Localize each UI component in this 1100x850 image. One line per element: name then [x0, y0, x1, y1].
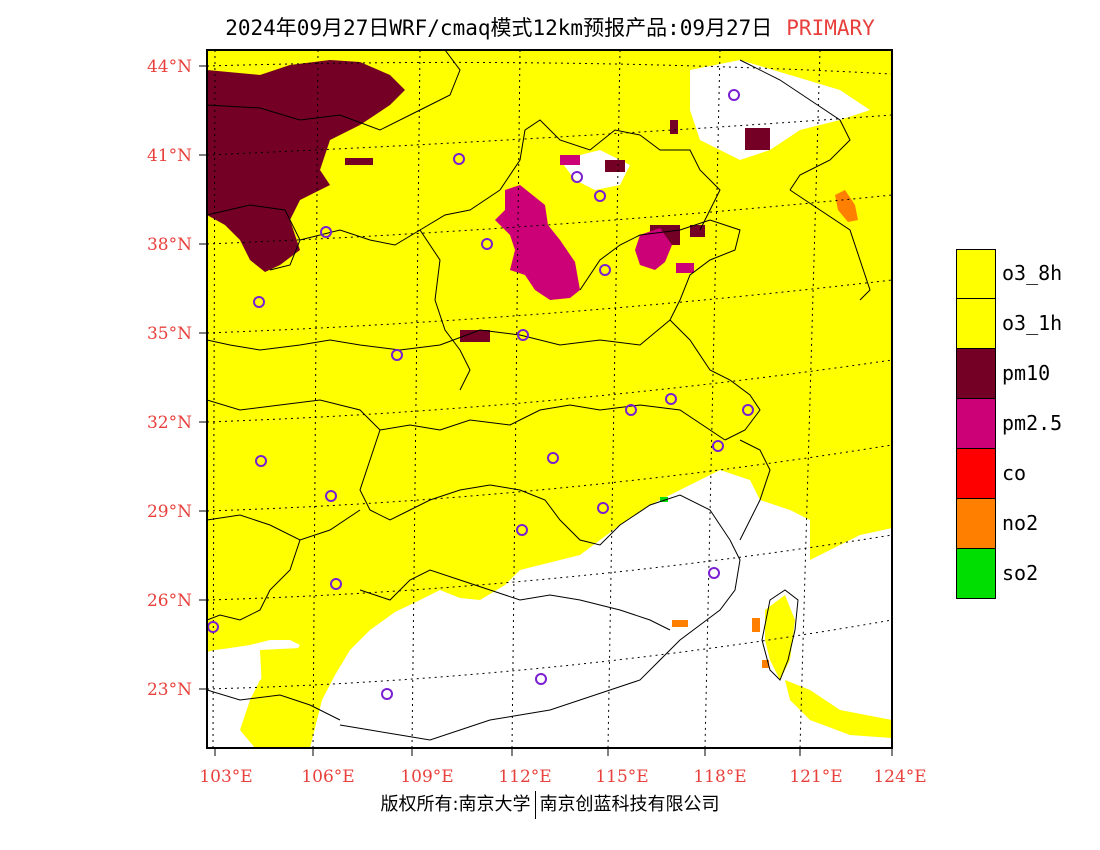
lat-label-38: 38°N — [147, 235, 192, 255]
legend-swatch — [956, 299, 996, 349]
pm10-spot — [345, 158, 373, 165]
legend-label: o3_1h — [1002, 311, 1063, 335]
no2-spot — [672, 620, 688, 627]
o3-region-southwest — [250, 648, 320, 748]
station-marker — [320, 226, 332, 238]
footer-separator — [534, 791, 536, 819]
legend-swatch — [956, 249, 996, 299]
o3-region — [207, 50, 892, 748]
legend-item-pm10: pm10 — [956, 349, 1100, 399]
so2-spot — [660, 497, 668, 502]
station-marker — [728, 89, 740, 101]
copyright-right: 南京创蓝科技有限公司 — [539, 794, 720, 815]
station-marker — [742, 404, 754, 416]
pm10-spot — [690, 225, 705, 237]
lon-label-121: 121°E — [789, 767, 842, 787]
station-marker — [625, 404, 637, 416]
station-marker — [599, 264, 611, 276]
o3-region-taiwan — [765, 595, 795, 680]
graticule — [207, 50, 892, 748]
pm25-spot — [560, 155, 580, 165]
station-marker — [571, 171, 583, 183]
pollutant-legend: o3_8h o3_1h pm10 pm2.5 co no2 so2 — [956, 249, 1100, 599]
pm10-spot — [670, 120, 678, 134]
lon-label-124: 124°E — [873, 767, 926, 787]
station-marker — [325, 490, 337, 502]
lon-label-118: 118°E — [693, 767, 746, 787]
lat-label-41: 41°N — [147, 146, 192, 166]
clear-patch-northeast — [690, 60, 870, 160]
legend-label: co — [1002, 461, 1027, 485]
title-main: 2024年09月27日WRF/cmaq模式12km预报产品:09月27日 — [225, 16, 773, 40]
map-title: 2024年09月27日WRF/cmaq模式12km预报产品:09月27日 PRIM… — [0, 12, 1100, 42]
pm25-spot — [676, 263, 694, 273]
legend-item-o3-8h: o3_8h — [956, 249, 1100, 299]
station-marker — [517, 329, 529, 341]
longitude-axis: 103°E 106°E 109°E 112°E 115°E 118°E 121°… — [199, 748, 927, 787]
lat-label-23: 23°N — [147, 680, 192, 700]
legend-swatch — [956, 349, 996, 399]
legend-swatch — [956, 549, 996, 599]
legend-label: pm2.5 — [1002, 411, 1063, 435]
pm25-region — [635, 228, 672, 270]
station-marker — [535, 673, 547, 685]
lat-label-35: 35°N — [147, 324, 192, 344]
boundary-lines — [207, 50, 871, 741]
station-marker — [708, 567, 720, 579]
lon-label-115: 115°E — [595, 767, 648, 787]
lat-label-26: 26°N — [147, 591, 192, 611]
lat-label-32: 32°N — [147, 413, 192, 433]
no2-spot — [752, 618, 760, 632]
legend-item-o3-1h: o3_1h — [956, 299, 1100, 349]
map-frame — [206, 49, 893, 749]
legend-swatch — [956, 449, 996, 499]
station-marker — [453, 153, 465, 165]
monitoring-stations — [207, 89, 754, 700]
station-marker — [391, 349, 403, 361]
pm10-spot — [605, 160, 625, 172]
station-marker — [255, 455, 267, 467]
lon-label-103: 103°E — [199, 767, 252, 787]
lat-label-29: 29°N — [147, 502, 192, 522]
pm10-spot — [745, 128, 770, 150]
pm10-spot — [460, 330, 490, 342]
no2-spot — [762, 660, 769, 668]
o3-region-sea — [785, 680, 892, 738]
legend-swatch — [956, 399, 996, 449]
station-marker — [547, 452, 559, 464]
copyright-left: 版权所有:南京大学 — [380, 794, 531, 815]
pm10-region-northwest — [207, 60, 405, 272]
legend-item-so2: so2 — [956, 549, 1100, 599]
station-marker — [253, 296, 265, 308]
station-marker — [381, 688, 393, 700]
station-marker — [665, 393, 677, 405]
station-marker — [594, 190, 606, 202]
legend-swatch — [956, 499, 996, 549]
no2-spot — [835, 190, 858, 222]
station-marker — [712, 440, 724, 452]
legend-label: o3_8h — [1002, 261, 1063, 285]
station-marker — [597, 502, 609, 514]
lat-label-44: 44°N — [147, 57, 192, 77]
pm25-region — [495, 185, 580, 300]
latitude-axis: 44°N 41°N 38°N 35°N 32°N 29°N 26°N 23°N — [147, 57, 207, 700]
legend-item-pm25: pm2.5 — [956, 399, 1100, 449]
lon-label-109: 109°E — [400, 767, 453, 787]
legend-label: pm10 — [1002, 361, 1051, 385]
legend-label: no2 — [1002, 511, 1039, 535]
copyright-footer: 版权所有:南京大学 南京创蓝科技有限公司 — [0, 790, 1100, 819]
station-marker — [516, 524, 528, 536]
station-marker — [481, 238, 493, 250]
station-marker — [330, 578, 342, 590]
title-tag: PRIMARY — [786, 16, 875, 40]
legend-item-co: co — [956, 449, 1100, 499]
lon-label-112: 112°E — [498, 767, 551, 787]
legend-label: so2 — [1002, 561, 1039, 585]
legend-item-no2: no2 — [956, 499, 1100, 549]
lon-label-106: 106°E — [301, 767, 354, 787]
